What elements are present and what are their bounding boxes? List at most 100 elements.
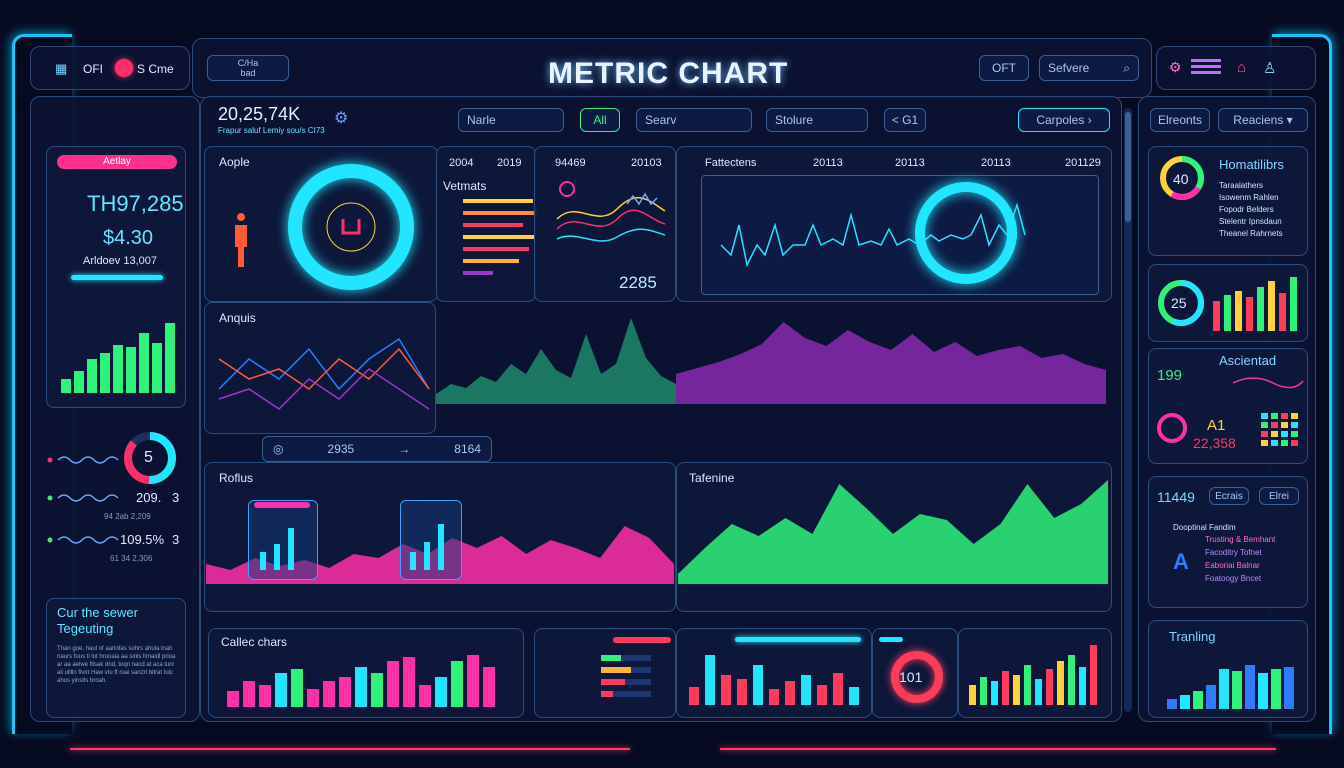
header-year-g: 20113 bbox=[981, 157, 1011, 169]
panel-mini-line: 94469 20103 2285 bbox=[534, 146, 676, 302]
bar bbox=[87, 359, 97, 393]
right-card-1: 40 Homatilibrs Taraalathers Isowenm Rahl… bbox=[1148, 146, 1308, 256]
left-card: Aetlay TH97,285 $4.30 Arldoev 13,007 bbox=[46, 146, 186, 408]
bar bbox=[1193, 691, 1203, 709]
bar bbox=[1257, 287, 1264, 331]
hbar bbox=[463, 271, 493, 275]
panel-anquis-lines bbox=[218, 337, 430, 410]
menu-icon[interactable] bbox=[1191, 59, 1221, 62]
filter-search[interactable]: Searv bbox=[636, 108, 752, 132]
bar bbox=[1090, 645, 1097, 705]
filter-search-label: Searv bbox=[645, 113, 677, 127]
search-box[interactable]: Sefvere ⌕ bbox=[1039, 55, 1139, 81]
dropdown-reaciens-label: Reaciens bbox=[1233, 113, 1284, 127]
bar bbox=[467, 655, 479, 707]
right-card-3-ring bbox=[1157, 413, 1187, 443]
right-card-4-btn1[interactable]: Ecrais bbox=[1209, 487, 1249, 505]
gear-icon[interactable]: ⚙ bbox=[334, 110, 349, 127]
bar bbox=[1268, 281, 1275, 331]
right-card-3: Ascientad 199 A1 22,358 bbox=[1148, 348, 1308, 464]
left-card-value2: $4.30 bbox=[103, 227, 154, 249]
filter-stolure[interactable]: Stolure bbox=[766, 108, 868, 132]
panel-fattectens-plot bbox=[701, 175, 1099, 295]
legend-item: Eaboriai Balnar bbox=[1205, 561, 1260, 570]
header-badge[interactable]: C/Ha bad bbox=[207, 55, 289, 81]
right-card-3-title: Ascientad bbox=[1219, 353, 1277, 368]
header-badge-title: C/Ha bbox=[237, 58, 259, 68]
right-gauge-1 bbox=[1160, 156, 1204, 200]
grid-cell bbox=[1271, 422, 1278, 428]
hbar bbox=[463, 199, 533, 203]
main-scrollbar-thumb[interactable] bbox=[1125, 112, 1131, 222]
bar bbox=[1290, 277, 1297, 331]
bar bbox=[1232, 671, 1242, 709]
bar bbox=[705, 655, 715, 705]
header-year-d: 20103 bbox=[631, 157, 662, 169]
panel-tafenine-title: Tafenine bbox=[689, 471, 735, 485]
grid-cell bbox=[1291, 440, 1298, 446]
bar bbox=[227, 691, 239, 707]
settings-icon[interactable]: ⚙ bbox=[1169, 59, 1182, 75]
right-card-4-value: 11449 bbox=[1157, 489, 1195, 505]
bar bbox=[371, 673, 383, 707]
right-card-2: 25 bbox=[1148, 264, 1308, 342]
filter-all-label: All bbox=[593, 113, 607, 127]
header-year-h: 201129 bbox=[1065, 157, 1101, 169]
grid-cell bbox=[1261, 422, 1268, 428]
area-series bbox=[436, 318, 676, 404]
bar bbox=[1035, 679, 1042, 705]
grid-cell bbox=[1281, 413, 1288, 419]
prev-button[interactable]: < G1 bbox=[884, 108, 926, 132]
bar bbox=[435, 677, 447, 707]
grid-cell bbox=[1271, 431, 1278, 437]
header-badge-sub: bad bbox=[240, 68, 256, 78]
search-icon[interactable]: ⌕ bbox=[1123, 60, 1130, 75]
bar bbox=[1258, 673, 1268, 709]
left-gauge-value: 5 bbox=[144, 449, 153, 466]
dropdown-carpoles[interactable]: Carpoles › bbox=[1018, 108, 1110, 132]
grid-cell bbox=[1261, 413, 1268, 419]
bar bbox=[1235, 291, 1242, 331]
frame-bottom-line-left bbox=[70, 748, 630, 750]
main-scrollbar[interactable] bbox=[1124, 108, 1132, 712]
bar bbox=[152, 343, 162, 393]
bar bbox=[165, 323, 175, 393]
filter-name[interactable]: Narle bbox=[458, 108, 564, 132]
panel-callec: Callec chars bbox=[208, 628, 524, 718]
range-scrubber[interactable]: ◎ 2935 → 8164 bbox=[262, 436, 492, 462]
panel-fattectens-title: Fattectens bbox=[705, 157, 757, 169]
right-card-5-bars bbox=[1167, 665, 1294, 709]
bar bbox=[307, 689, 319, 707]
bar bbox=[74, 371, 84, 393]
list-item: Theanel Rahrnets bbox=[1219, 229, 1283, 238]
grid-cell bbox=[1291, 413, 1298, 419]
dropdown-elreonts[interactable]: Elreonts bbox=[1150, 108, 1210, 132]
calendar-icon[interactable]: ▦ bbox=[55, 61, 68, 76]
grid-cell bbox=[1271, 440, 1278, 446]
toggle-button[interactable]: OFT bbox=[979, 55, 1029, 81]
topbar-item-2[interactable]: S Cme bbox=[137, 62, 174, 76]
profile-icon[interactable]: ♙ bbox=[1263, 60, 1277, 77]
bar bbox=[769, 689, 779, 705]
home-icon[interactable]: ⌂ bbox=[1237, 59, 1247, 76]
filter-all[interactable]: All bbox=[580, 108, 620, 132]
bar bbox=[61, 379, 71, 393]
range-icon: ◎ bbox=[273, 442, 284, 456]
right-card-5-title: Tranling bbox=[1169, 629, 1216, 644]
legend-item: Facoditry Tofnet bbox=[1205, 548, 1262, 557]
topbar-item-1[interactable]: OFI bbox=[83, 62, 103, 76]
dropdown-reaciens[interactable]: Reaciens ▾ bbox=[1218, 108, 1308, 132]
user-icon[interactable] bbox=[115, 59, 133, 77]
right-card-4-btn2[interactable]: Elrei bbox=[1259, 487, 1299, 505]
right-card-4-legend-title: Dooptinal Fandim bbox=[1173, 523, 1236, 532]
header-year-e: 20113 bbox=[813, 157, 843, 169]
grid-cell bbox=[1261, 440, 1268, 446]
area-series bbox=[676, 322, 1106, 404]
right-gauge-2 bbox=[1158, 280, 1204, 326]
bar bbox=[1245, 665, 1255, 709]
bar bbox=[403, 657, 415, 707]
search-placeholder: Sefvere bbox=[1048, 61, 1090, 75]
roflus-inset-1-badge bbox=[254, 502, 310, 508]
panel-hbars bbox=[534, 628, 676, 718]
range-end: 8164 bbox=[454, 442, 481, 456]
